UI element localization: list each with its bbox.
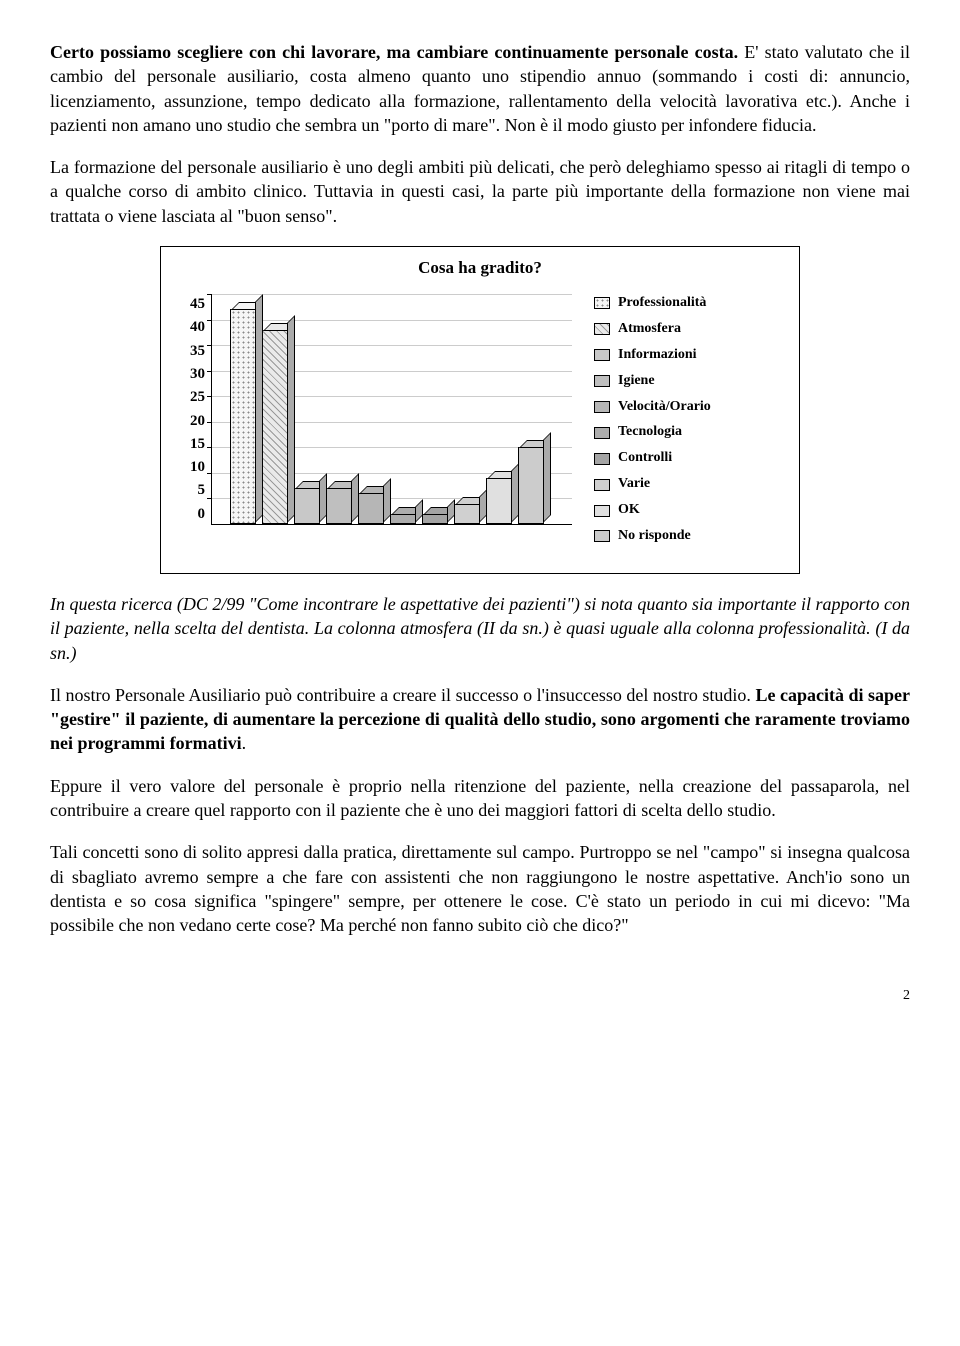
paragraph-3-caption: In questa ricerca (DC 2/99 "Come incontr… — [50, 592, 910, 665]
tick-mark — [207, 498, 212, 499]
page-number: 2 — [50, 987, 910, 1006]
y-tick-label: 25 — [177, 387, 205, 407]
legend-item: OK — [594, 501, 711, 520]
y-tick-label: 35 — [177, 341, 205, 361]
legend-label: Professionalità — [618, 294, 706, 313]
chart-plot-area — [211, 294, 572, 525]
y-tick-label: 45 — [177, 294, 205, 314]
chart-bar — [230, 309, 256, 524]
paragraph-4-post: . — [242, 733, 247, 753]
chart-y-axis-labels: 45 40 35 30 25 20 15 10 5 0 — [177, 294, 211, 524]
legend-label: Controlli — [618, 449, 672, 468]
legend-label: No risponde — [618, 527, 691, 546]
legend-item: Velocità/Orario — [594, 398, 711, 417]
legend-swatch — [594, 375, 610, 387]
chart-title: Cosa ha gradito? — [177, 257, 783, 280]
y-tick-label: 40 — [177, 317, 205, 337]
tick-mark — [207, 422, 212, 423]
legend-label: Igiene — [618, 372, 655, 391]
tick-mark — [207, 320, 212, 321]
legend-swatch — [594, 453, 610, 465]
chart-frame: Cosa ha gradito? 45 40 35 30 25 20 15 10 5 0 Prof… — [160, 246, 800, 574]
y-tick-label: 5 — [177, 480, 205, 500]
chart-bar — [422, 514, 448, 524]
chart-bar — [390, 514, 416, 524]
grid-line — [212, 320, 572, 321]
tick-mark — [207, 447, 212, 448]
paragraph-6: Tali concetti sono di solito appresi dal… — [50, 840, 910, 937]
legend-label: Velocità/Orario — [618, 398, 711, 417]
chart-bar — [326, 488, 352, 524]
paragraph-1: Certo possiamo scegliere con chi lavorar… — [50, 40, 910, 137]
legend-label: Informazioni — [618, 346, 697, 365]
chart-bar — [358, 493, 384, 524]
chart-bar — [518, 447, 544, 524]
legend-item: Igiene — [594, 372, 711, 391]
legend-swatch — [594, 505, 610, 517]
y-tick-label: 30 — [177, 364, 205, 384]
chart-bar — [454, 504, 480, 524]
paragraph-1-bold: Certo possiamo scegliere con chi lavorar… — [50, 42, 738, 62]
legend-swatch — [594, 427, 610, 439]
legend-swatch — [594, 297, 610, 309]
tick-mark — [207, 371, 212, 372]
tick-mark — [207, 345, 212, 346]
tick-mark — [207, 396, 212, 397]
paragraph-2: La formazione del personale ausiliario è… — [50, 155, 910, 228]
y-tick-label: 15 — [177, 434, 205, 454]
legend-item: Controlli — [594, 449, 711, 468]
legend-item: Professionalità — [594, 294, 711, 313]
paragraph-4: Il nostro Personale Ausiliario può contr… — [50, 683, 910, 756]
y-tick-label: 0 — [177, 504, 205, 524]
y-tick-label: 10 — [177, 457, 205, 477]
legend-label: Varie — [618, 475, 650, 494]
legend-swatch — [594, 401, 610, 413]
legend-item: Atmosfera — [594, 320, 711, 339]
chart-bar-side — [543, 432, 551, 523]
legend-swatch — [594, 349, 610, 361]
paragraph-5: Eppure il vero valore del personale è pr… — [50, 774, 910, 823]
legend-swatch — [594, 323, 610, 335]
chart-bar — [262, 330, 288, 524]
chart-row: 45 40 35 30 25 20 15 10 5 0 Professionalità Atmosf… — [177, 294, 783, 553]
y-tick-label: 20 — [177, 411, 205, 431]
chart-bar — [294, 488, 320, 524]
legend-item: Informazioni — [594, 346, 711, 365]
legend-label: OK — [618, 501, 640, 520]
chart-bar — [486, 478, 512, 524]
legend-item: Tecnologia — [594, 423, 711, 442]
chart-legend: Professionalità Atmosfera Informazioni Igie… — [594, 294, 711, 553]
legend-item: No risponde — [594, 527, 711, 546]
tick-mark — [207, 473, 212, 474]
grid-line — [212, 294, 572, 295]
legend-swatch — [594, 479, 610, 491]
legend-label: Atmosfera — [618, 320, 681, 339]
legend-label: Tecnologia — [618, 423, 682, 442]
paragraph-4-pre: Il nostro Personale Ausiliario può contr… — [50, 685, 755, 705]
legend-item: Varie — [594, 475, 711, 494]
legend-swatch — [594, 530, 610, 542]
tick-mark — [207, 294, 212, 295]
